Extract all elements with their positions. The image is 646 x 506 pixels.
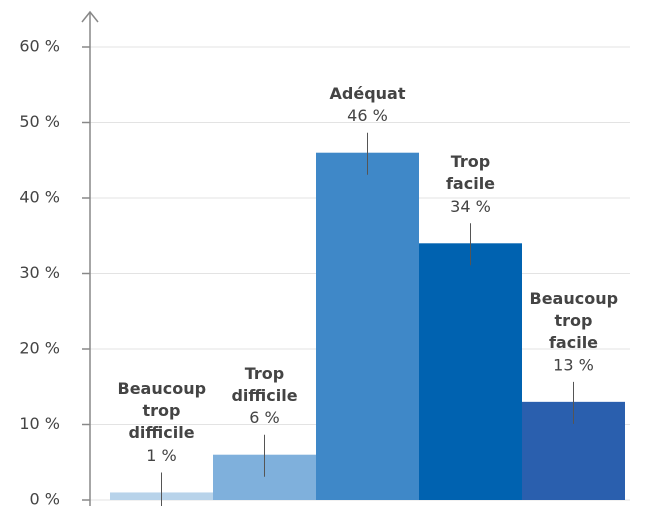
y-tick-label: 10 %	[19, 414, 60, 433]
y-tick-label: 20 %	[19, 339, 60, 358]
y-tick-label: 30 %	[19, 263, 60, 282]
y-tick-label: 50 %	[19, 112, 60, 131]
y-tick-label: 0 %	[30, 490, 60, 506]
value-label: 13 %	[553, 355, 594, 374]
category-label: Trop difficile	[231, 363, 298, 405]
category-label: Trop facile	[445, 152, 496, 194]
category-label: Beaucoup trop facile	[529, 288, 619, 352]
bar	[316, 152, 419, 500]
category-label: Adéquat	[329, 83, 406, 103]
bar	[419, 243, 522, 501]
y-tick-label: 60 %	[19, 37, 60, 56]
y-tick-label: 40 %	[19, 188, 60, 207]
value-label: 6 %	[249, 408, 279, 427]
y-axis-arrow	[81, 10, 99, 23]
value-label: 46 %	[347, 106, 388, 125]
category-label: Beaucoup trop difficile	[117, 379, 207, 443]
value-label: 34 %	[450, 197, 491, 216]
value-label: 1 %	[146, 446, 176, 465]
